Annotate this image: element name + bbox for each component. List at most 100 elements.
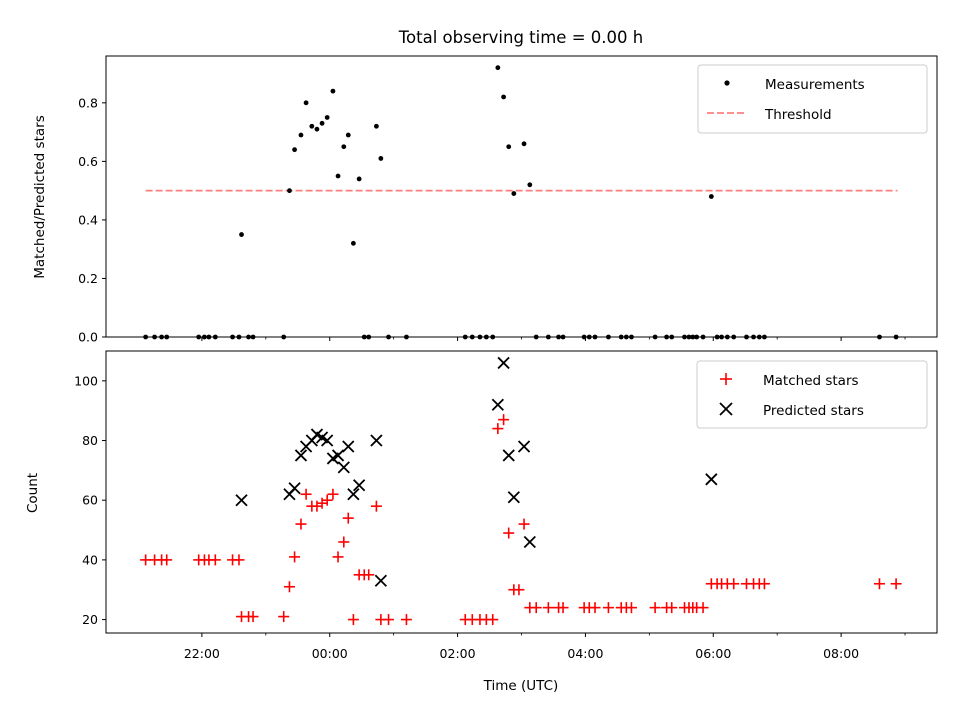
matched-star-point xyxy=(338,536,350,548)
matched-star-point xyxy=(589,602,601,614)
legend-matched-marker xyxy=(720,373,732,385)
ratio-x-ticks xyxy=(201,337,906,341)
measurement-point xyxy=(511,191,517,196)
predicted-star-point xyxy=(523,535,536,549)
predicted-star-point xyxy=(517,440,531,453)
predicted-star-point xyxy=(705,473,718,486)
matched-star-point xyxy=(283,581,295,593)
matched-star-point xyxy=(233,554,245,566)
measurement-point xyxy=(373,123,379,129)
measurement-point xyxy=(356,176,362,182)
predicted-star-point xyxy=(352,479,366,492)
x-tick-label: 02:00 xyxy=(440,646,476,661)
ratio-legend-frame xyxy=(697,64,928,134)
matched-star-point xyxy=(295,518,307,530)
matched-star-point xyxy=(487,614,499,626)
count-panel: 20 40 60 80 100 22:00 00:00 02:00 04:00 06:00 08:… xyxy=(25,350,938,694)
matched-star-point xyxy=(209,554,221,566)
ratio-y-tick-label: 0.6 xyxy=(78,154,98,169)
measurement-point xyxy=(495,65,501,71)
measurement-point xyxy=(521,141,527,147)
matched-star-point xyxy=(278,611,290,623)
legend-measurements-label: Measurements xyxy=(765,77,865,93)
measurement-point xyxy=(324,115,330,120)
measurement-point xyxy=(314,126,320,132)
predicted-star-point xyxy=(321,434,334,447)
matched-star-point xyxy=(289,551,301,563)
matched-star-point xyxy=(542,602,554,614)
ratio-y-tick-label: 0.2 xyxy=(78,271,98,286)
measurement-point xyxy=(527,182,533,188)
matched-star-point xyxy=(758,578,770,590)
ratio-panel: 0.00.20.40.60.8 Matched/Predicted stars … xyxy=(32,55,938,345)
matched-star-point xyxy=(728,578,740,590)
count-y-tick-label: 20 xyxy=(82,612,98,627)
measurement-point xyxy=(341,144,347,150)
measurement-point xyxy=(319,120,325,126)
count-data-layer xyxy=(140,356,902,626)
count-y-axis: 20 40 60 80 100 xyxy=(74,373,106,627)
ratio-y-tick-label: 0.4 xyxy=(78,212,98,227)
legend-matched-label: Matched stars xyxy=(763,373,859,389)
count-y-tick-label: 100 xyxy=(74,373,98,388)
measurement-point xyxy=(345,132,351,138)
predicted-star-point xyxy=(497,356,510,370)
predicted-star-point xyxy=(374,574,388,587)
measurement-point xyxy=(330,88,336,94)
measurement-point xyxy=(303,100,309,106)
matched-star-point xyxy=(697,602,709,614)
matched-star-point xyxy=(492,423,504,435)
matched-star-point xyxy=(530,602,542,614)
count-y-tick-label: 60 xyxy=(82,493,98,508)
matched-star-point xyxy=(602,602,614,614)
predicted-star-point xyxy=(288,482,301,495)
matched-star-point xyxy=(649,602,661,614)
x-tick-label: 06:00 xyxy=(695,646,731,661)
x-axis-label: Time (UTC) xyxy=(483,678,559,694)
measurement-point xyxy=(239,232,244,237)
count-y-axis-label: Count xyxy=(25,473,41,513)
count-x-axis: 22:00 00:00 02:00 04:00 06:00 08:00 xyxy=(184,633,906,661)
legend-predicted-marker xyxy=(719,402,733,416)
matched-star-point xyxy=(625,602,637,614)
ratio-y-axis-label: Matched/Predicted stars xyxy=(32,115,48,278)
measurement-point xyxy=(309,123,315,129)
ratio-y-axis: 0.0 0.2 0.4 0.6 0.8 xyxy=(78,95,106,345)
matched-star-point xyxy=(363,569,375,581)
predicted-star-point xyxy=(342,440,355,453)
matched-star-point xyxy=(327,488,339,500)
matched-star-point xyxy=(332,551,344,563)
measurement-point xyxy=(287,188,292,194)
matched-star-point xyxy=(513,584,525,596)
matched-star-point xyxy=(347,614,359,626)
ratio-legend: Measurements Threshold xyxy=(697,64,928,134)
matched-star-point xyxy=(666,602,678,614)
legend-predicted-label: Predicted stars xyxy=(763,403,864,419)
matched-star-point xyxy=(518,518,530,530)
measurement-point xyxy=(506,144,512,150)
legend-threshold-label: Threshold xyxy=(764,107,832,123)
x-tick-label: 22:00 xyxy=(184,646,220,661)
matched-star-point xyxy=(503,527,515,539)
predicted-star-point xyxy=(331,449,345,462)
matched-star-point xyxy=(161,554,173,566)
x-tick-label: 08:00 xyxy=(823,646,859,661)
measurement-point xyxy=(501,94,507,100)
predicted-star-point xyxy=(370,434,383,447)
ratio-y-tick-label: 0.0 xyxy=(78,330,98,345)
measurement-point xyxy=(708,194,714,199)
matched-star-point xyxy=(300,488,312,500)
x-tick-label: 00:00 xyxy=(312,646,348,661)
legend-measurements-marker xyxy=(724,80,730,86)
matched-star-point xyxy=(321,494,333,506)
matched-star-point xyxy=(557,602,569,614)
x-tick-label: 04:00 xyxy=(567,646,603,661)
matched-star-point xyxy=(342,512,354,524)
measurement-point xyxy=(292,147,297,153)
predicted-star-point xyxy=(502,449,515,462)
matched-star-point xyxy=(247,611,259,623)
matched-star-point xyxy=(383,614,395,626)
predicted-star-point xyxy=(507,491,520,504)
count-legend-frame xyxy=(696,360,928,429)
count-legend: Matched stars Predicted stars xyxy=(696,360,928,429)
